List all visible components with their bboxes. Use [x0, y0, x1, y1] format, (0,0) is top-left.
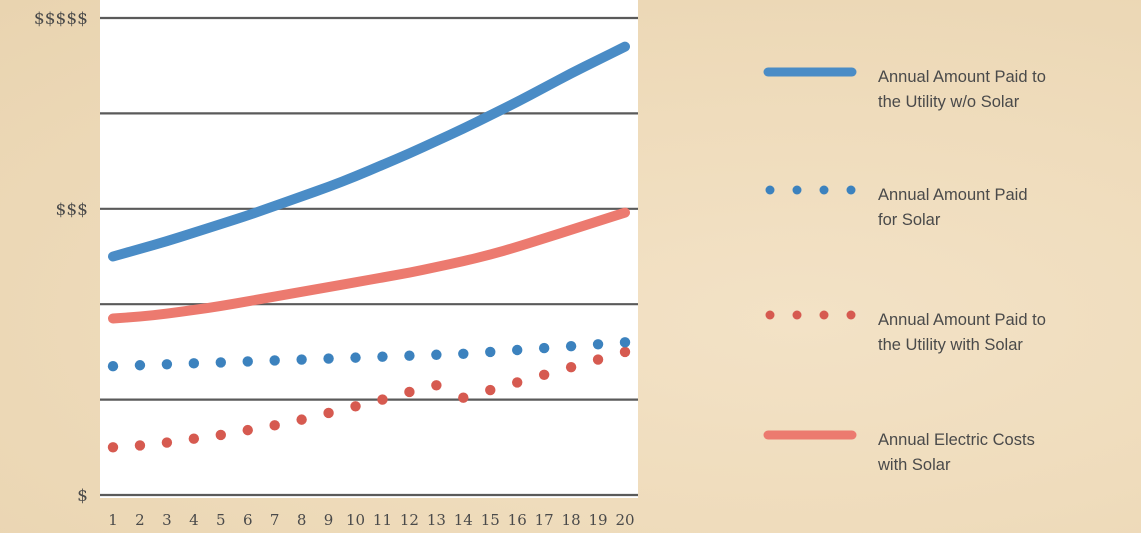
x-tick-label-9: 9 [324, 511, 334, 529]
series-0 [108, 41, 630, 262]
series-1-point-15 [485, 346, 496, 358]
legend-swatch-2 [765, 310, 856, 320]
series-2-point-11 [377, 394, 388, 405]
plot-background [100, 0, 638, 498]
x-tick-label-8: 8 [297, 511, 307, 529]
x-tick-label-19: 19 [589, 511, 608, 529]
series-2-point-15 [485, 384, 496, 396]
x-tick-label-17: 17 [535, 511, 554, 529]
series-group [107, 41, 631, 453]
legend-label-0-line-0: Annual Amount Paid to [878, 68, 1046, 86]
legend-label-1-line-1: for Solar [878, 211, 941, 229]
legend-swatch-1-dot-0 [765, 185, 775, 195]
legend-swatch-2-dot-2 [819, 310, 829, 320]
series-1-point-5 [215, 357, 226, 368]
series-2-point-10 [350, 401, 361, 412]
series-1-point-13 [431, 349, 442, 360]
x-tick-label-2: 2 [135, 511, 145, 529]
series-1-point-1 [107, 361, 119, 372]
legend-label-2-line-0: Annual Amount Paid to [878, 311, 1046, 329]
series-2-point-20 [619, 346, 631, 358]
series-1-point-18 [565, 340, 577, 352]
series-2-point-1 [107, 442, 119, 453]
x-tick-label-18: 18 [562, 511, 581, 529]
series-1-point-8 [296, 354, 307, 365]
series-1-point-19 [592, 339, 604, 350]
y-tick-label-1: $$$ [56, 200, 88, 220]
series-2-point-7 [269, 420, 280, 431]
x-tick-label-1: 1 [108, 511, 118, 529]
series-2-point-2 [134, 440, 146, 451]
series-1-point-6 [242, 356, 253, 367]
legend: Annual Amount Paid to the Utility w/o Sol… [763, 67, 1046, 474]
series-1-point-2 [134, 360, 146, 371]
y-tick-label-2: $$$$$ [34, 9, 88, 29]
legend-swatch-2-dot-0 [765, 310, 775, 320]
series-2-point-5 [215, 429, 226, 441]
legend-swatch-1-dot-3 [846, 185, 856, 195]
legend-swatch-1-dot-1 [792, 185, 802, 195]
legend-label-3-line-1: with Solar [877, 456, 951, 474]
series-2-point-9 [323, 407, 334, 419]
series-2-point-6 [242, 424, 253, 436]
series-2-point-12 [404, 386, 415, 398]
series-2-point-14 [458, 392, 469, 403]
series-1-point-16 [512, 344, 523, 356]
x-tick-label-14: 14 [454, 511, 473, 529]
x-tick-label-3: 3 [162, 511, 172, 529]
series-line-3 [108, 207, 630, 324]
legend-label-3-line-0: Annual Electric Costs [878, 431, 1035, 449]
series-2-point-4 [188, 433, 200, 444]
series-1-point-14 [458, 348, 469, 360]
legend-swatch-1-dot-2 [819, 185, 829, 195]
x-tick-label-5: 5 [216, 511, 226, 529]
x-tick-labels: 1 2 3 4 5 6 7 8 9 10 11 12 13 14 15 16 17 18 19 20 [108, 511, 634, 529]
legend-entry-3: Annual Electric Costs with Solar [763, 430, 1035, 474]
series-1-point-3 [161, 359, 173, 370]
series-1-point-20 [619, 337, 631, 348]
series-1-point-7 [269, 355, 280, 366]
series-2 [107, 346, 631, 453]
series-2-point-8 [296, 414, 307, 425]
legend-entry-2: Annual Amount Paid to the Utility with So… [765, 310, 1046, 354]
x-tick-label-15: 15 [481, 511, 500, 529]
x-tick-label-6: 6 [243, 511, 253, 529]
x-tick-label-4: 4 [189, 511, 199, 529]
series-1-point-17 [538, 342, 550, 354]
series-1-point-11 [377, 351, 388, 362]
legend-swatch-1 [765, 185, 856, 195]
legend-label-2-line-1: the Utility with Solar [878, 336, 1023, 354]
series-3 [108, 207, 630, 324]
series-2-point-3 [161, 437, 173, 448]
legend-label-1-line-0: Annual Amount Paid [878, 186, 1028, 204]
x-tick-label-11: 11 [373, 511, 392, 529]
series-1-point-12 [404, 350, 415, 361]
x-tick-label-20: 20 [615, 511, 634, 529]
x-tick-label-13: 13 [427, 511, 446, 529]
x-tick-label-7: 7 [270, 511, 280, 529]
series-1-point-10 [350, 352, 361, 363]
y-tick-label-0: $ [77, 486, 88, 506]
series-2-point-13 [431, 380, 442, 391]
series-2-point-17 [538, 369, 550, 380]
legend-entry-0: Annual Amount Paid to the Utility w/o Sol… [763, 67, 1046, 111]
series-line-0 [108, 41, 630, 262]
x-tick-label-12: 12 [400, 511, 419, 529]
legend-label-0-line-1: the Utility w/o Solar [878, 93, 1020, 111]
series-2-point-16 [512, 377, 523, 388]
y-tick-labels: $$$$$$$$$ [34, 9, 88, 506]
legend-swatch-2-dot-1 [792, 310, 802, 320]
series-2-point-19 [592, 354, 604, 365]
series-1 [107, 337, 631, 372]
legend-entry-1: Annual Amount Paid for Solar [765, 185, 1028, 229]
series-2-point-18 [565, 361, 577, 373]
gridlines [100, 16, 638, 497]
legend-swatch-2-dot-3 [846, 310, 856, 320]
series-1-point-4 [188, 358, 200, 369]
series-1-point-9 [323, 353, 334, 364]
x-tick-label-10: 10 [346, 511, 365, 529]
x-tick-label-16: 16 [508, 511, 527, 529]
